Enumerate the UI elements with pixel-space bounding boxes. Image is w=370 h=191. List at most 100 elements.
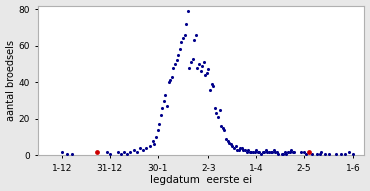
Point xyxy=(153,136,159,139)
Point xyxy=(239,146,245,150)
Point xyxy=(221,128,227,131)
Point xyxy=(326,152,332,155)
Point xyxy=(225,139,231,142)
Point xyxy=(107,152,113,155)
Point xyxy=(140,148,146,151)
Point xyxy=(253,148,259,151)
Point xyxy=(280,152,286,155)
Point xyxy=(151,143,157,146)
Point xyxy=(201,61,207,64)
Point xyxy=(137,146,143,150)
Point xyxy=(207,88,213,91)
Point xyxy=(271,148,277,151)
Point xyxy=(175,53,181,56)
Point xyxy=(306,150,312,153)
Point xyxy=(186,66,192,69)
Point xyxy=(220,126,226,129)
Point xyxy=(247,150,253,153)
Point xyxy=(288,148,294,151)
Point xyxy=(250,150,256,153)
Point xyxy=(196,62,202,66)
Point xyxy=(124,152,130,155)
Point xyxy=(159,106,165,109)
Point xyxy=(131,148,137,151)
Point xyxy=(213,112,219,115)
Point xyxy=(121,150,127,153)
Point xyxy=(59,150,65,153)
Point xyxy=(261,150,267,153)
Point xyxy=(276,152,282,155)
Point xyxy=(237,146,243,150)
Point xyxy=(228,143,234,146)
Point xyxy=(174,59,179,62)
Point xyxy=(194,66,200,69)
Point xyxy=(118,152,124,155)
Point xyxy=(319,150,324,153)
Point xyxy=(301,150,307,153)
Point xyxy=(252,150,258,153)
X-axis label: legdatum  eerste ei: legdatum eerste ei xyxy=(150,176,252,185)
Point xyxy=(205,68,211,71)
Point xyxy=(287,150,293,153)
Point xyxy=(282,150,288,153)
Point xyxy=(215,115,221,118)
Point xyxy=(350,152,356,155)
Point xyxy=(189,57,195,60)
Point xyxy=(309,152,315,155)
Point xyxy=(274,150,280,153)
Point xyxy=(245,148,251,151)
Point xyxy=(314,152,320,155)
Point xyxy=(166,81,172,84)
Point xyxy=(162,94,168,97)
Point xyxy=(285,150,291,153)
Point xyxy=(272,150,278,153)
Point xyxy=(171,66,176,69)
Point xyxy=(269,150,275,153)
Point xyxy=(256,150,262,153)
Point xyxy=(180,37,186,40)
Point xyxy=(158,114,164,117)
Point xyxy=(279,152,285,155)
Point xyxy=(233,145,239,148)
Point xyxy=(217,108,223,111)
Point xyxy=(306,150,312,153)
Point xyxy=(244,150,250,153)
Point xyxy=(236,148,242,151)
Point xyxy=(161,99,167,102)
Point xyxy=(199,64,205,67)
Point xyxy=(104,150,110,153)
Point xyxy=(212,106,218,109)
Point xyxy=(156,123,162,126)
Point xyxy=(234,148,240,151)
Point xyxy=(263,148,269,151)
Point xyxy=(346,150,352,153)
Point xyxy=(223,137,229,140)
Point xyxy=(150,139,156,142)
Point xyxy=(115,150,121,153)
Point xyxy=(94,150,100,153)
Point xyxy=(202,73,208,76)
Point xyxy=(249,150,255,153)
Point xyxy=(290,150,296,153)
Point xyxy=(265,150,270,153)
Point xyxy=(188,61,194,64)
Point xyxy=(226,141,232,144)
Point xyxy=(183,22,189,25)
Point xyxy=(191,39,197,42)
Point xyxy=(258,152,264,155)
Point xyxy=(242,148,248,151)
Point xyxy=(64,152,70,155)
Point xyxy=(185,10,191,13)
Point xyxy=(182,33,188,36)
Point xyxy=(147,145,152,148)
Point xyxy=(169,75,175,78)
Point xyxy=(134,150,140,153)
Point xyxy=(298,150,304,153)
Point xyxy=(255,150,261,153)
Point xyxy=(210,84,216,87)
Point xyxy=(231,146,237,150)
Point xyxy=(209,83,215,86)
Point xyxy=(229,145,235,148)
Point xyxy=(333,152,339,155)
Point xyxy=(342,152,348,155)
